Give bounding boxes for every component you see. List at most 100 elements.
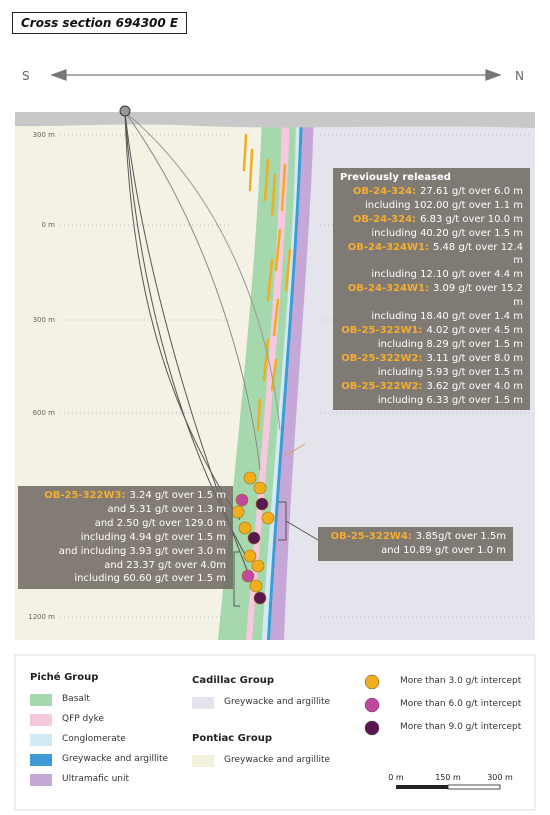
- legend-marker: [364, 697, 380, 713]
- legend-label: Greywacke and argillite: [62, 754, 169, 764]
- intercept-text: 6.83 g/t over 10.0 m: [420, 213, 523, 225]
- compass-south: S: [22, 69, 30, 83]
- legend-label: Greywacke and argillite: [224, 755, 331, 765]
- intercept-text: 27.61 g/t over 6.0 m: [420, 185, 523, 197]
- compass-north: N: [515, 69, 524, 83]
- intercept-text: including 12.10 g/t over 4.4 m: [371, 269, 523, 281]
- callout-line: and 23.37 g/t over 4.0m: [25, 559, 226, 573]
- intercept-text: 3.85g/t over 1.5m: [415, 531, 506, 542]
- callout-line: OB-24-324W1: 5.48 g/t over 12.4 m: [340, 241, 523, 269]
- overburden: [15, 112, 535, 128]
- legend-swatch: [30, 734, 52, 746]
- callout-line: including 60.60 g/t over 1.5 m: [25, 572, 226, 586]
- greywacke-band: [267, 112, 303, 640]
- legend-frame: [14, 654, 536, 811]
- intercept-text: and 10.89 g/t over 1.0 m: [381, 544, 506, 556]
- legend-swatch: [192, 697, 214, 709]
- hole-id: OB-25-322W1:: [341, 324, 423, 336]
- legend-label: QFP dyke: [62, 714, 105, 724]
- callout-line: and including 3.93 g/t over 3.0 m: [25, 545, 226, 559]
- callout-line: including 102.00 g/t over 1.1 m: [340, 199, 523, 213]
- hole-id: OB-25-322W3:: [44, 490, 126, 501]
- depth-label: 1200 m: [28, 613, 55, 621]
- callout-line: OB-24-324: 6.83 g/t over 10.0 m: [340, 213, 523, 227]
- scale-label: 0 m: [388, 773, 404, 782]
- callout-line: and 2.50 g/t over 129.0 m: [25, 517, 226, 531]
- callout-line: including 5.93 g/t over 1.5 m: [340, 366, 523, 380]
- hole-id: OB-24-324W1:: [347, 241, 429, 253]
- intercept-text: and 23.37 g/t over 4.0m: [104, 559, 226, 571]
- legend-swatch: [30, 694, 52, 706]
- callout-line: OB-24-324: 27.61 g/t over 6.0 m: [340, 185, 523, 199]
- intercept-text: including 40.20 g/t over 1.5 m: [371, 227, 523, 239]
- callout: OB-25-322W3: 3.24 g/t over 1.5 m and 5.31 …: [18, 486, 233, 590]
- legend-swatch: [192, 755, 214, 767]
- intercept-text: and 2.50 g/t over 129.0 m: [94, 517, 226, 529]
- callout-heading: Previously released: [340, 172, 451, 183]
- intercept-text: including 8.29 g/t over 1.5 m: [377, 338, 523, 350]
- intercept-text: including 6.33 g/t over 1.5 m: [377, 394, 523, 406]
- legend-label: Basalt: [62, 694, 90, 704]
- intercept-text: 3.24 g/t over 1.5 m: [129, 490, 226, 501]
- legend-swatch: [30, 754, 52, 766]
- scale-bar: [396, 784, 501, 790]
- legend-group-title: Piché Group: [30, 672, 99, 683]
- legend-label: More than 3.0 g/t intercept: [400, 676, 522, 686]
- callout: Previously released OB-24-324: 27.61 g/t o…: [333, 168, 530, 411]
- hole-id: OB-24-324W1:: [347, 283, 429, 295]
- mineralized-zones: [242, 133, 292, 432]
- intercept-text: including 5.93 g/t over 1.5 m: [377, 366, 523, 378]
- legend-label: Conglomerate: [62, 734, 126, 744]
- scale-label: 150 m: [435, 773, 461, 782]
- hole-id: OB-24-324:: [352, 185, 417, 197]
- depth-label: 300 m: [33, 316, 56, 324]
- intercepts: [231, 471, 275, 605]
- legend-swatch: [30, 714, 52, 726]
- callout-line: including 6.33 g/t over 1.5 m: [340, 394, 523, 408]
- intercept-text: including 18.40 g/t over 1.4 m: [371, 311, 523, 323]
- callout-line: OB-25-322W4: 3.85g/t over 1.5m: [325, 530, 506, 544]
- conglomerate-band: [262, 112, 303, 640]
- callout-line: including 40.20 g/t over 1.5 m: [340, 227, 523, 241]
- collar: [119, 105, 131, 117]
- depth-label: 300 m: [33, 131, 56, 139]
- compass-arrow: [50, 69, 502, 81]
- intercept-text: and including 3.93 g/t over 3.0 m: [58, 545, 226, 557]
- callout-line: OB-25-322W2: 3.11 g/t over 8.0 m: [340, 352, 523, 366]
- hole-id: OB-25-322W2:: [341, 380, 423, 392]
- hole-id: OB-25-322W2:: [341, 352, 423, 364]
- legend-marker: [364, 674, 380, 690]
- legend-marker: [364, 720, 380, 736]
- ultramafic-band: [270, 112, 314, 640]
- callout-line: OB-25-322W1: 4.02 g/t over 4.5 m: [340, 324, 523, 338]
- title: Cross section 694300 E: [12, 12, 188, 34]
- depth-label: 600 m: [33, 409, 56, 417]
- callout-line: including 12.10 g/t over 4.4 m: [340, 268, 523, 282]
- callout-line: OB-25-322W2: 3.62 g/t over 4.0 m: [340, 380, 523, 394]
- intercept-text: and 5.31 g/t over 1.3 m: [107, 503, 226, 515]
- brackets: [233, 443, 319, 607]
- intercept-text: 4.02 g/t over 4.5 m: [426, 324, 523, 336]
- callout-line: and 5.31 g/t over 1.3 m: [25, 503, 226, 517]
- legend-group-title: Cadillac Group: [192, 675, 274, 686]
- depth-label: 0 m: [42, 221, 56, 229]
- intercept-text: including 4.94 g/t over 1.5 m: [80, 531, 226, 543]
- legend-group-title: Pontiac Group: [192, 733, 272, 744]
- legend-label: Ultramafic unit: [62, 774, 130, 784]
- callout-line: including 8.29 g/t over 1.5 m: [340, 338, 523, 352]
- intercept-text: 3.09 g/t over 15.2 m: [432, 283, 523, 309]
- callout-line: OB-24-324W1: 3.09 g/t over 15.2 m: [340, 282, 523, 310]
- intercept-text: 3.62 g/t over 4.0 m: [426, 380, 523, 392]
- callout: OB-25-322W4: 3.85g/t over 1.5m and 10.89 g…: [318, 527, 513, 561]
- callout-line: OB-25-322W3: 3.24 g/t over 1.5 m: [25, 489, 226, 503]
- legend-label: Greywacke and argillite: [224, 697, 331, 707]
- legend-swatch: [30, 774, 52, 786]
- hole-id: OB-25-322W4:: [330, 531, 412, 542]
- intercept-text: including 60.60 g/t over 1.5 m: [74, 573, 226, 585]
- legend-label: More than 9.0 g/t intercept: [400, 722, 522, 732]
- intercept-text: 5.48 g/t over 12.4 m: [432, 241, 523, 267]
- callout-line: including 4.94 g/t over 1.5 m: [25, 531, 226, 545]
- callout-line: and 10.89 g/t over 1.0 m: [325, 544, 506, 558]
- intercept-text: including 102.00 g/t over 1.1 m: [364, 199, 523, 211]
